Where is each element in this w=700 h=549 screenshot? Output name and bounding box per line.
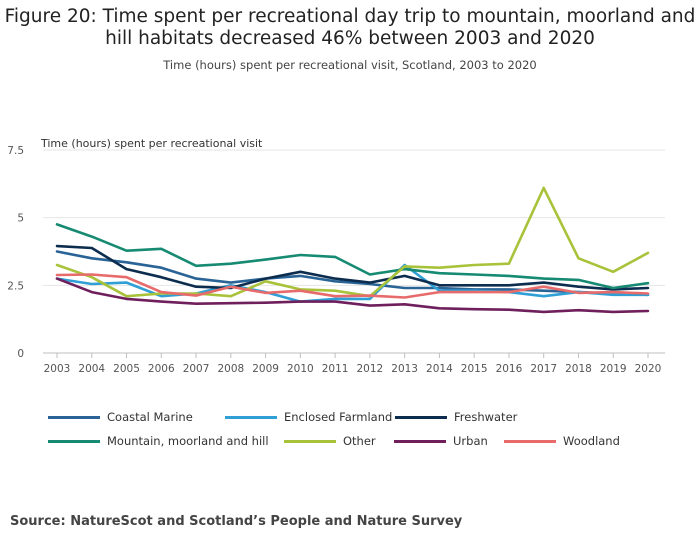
source-note: Source: NatureScot and Scotland’s People… (10, 514, 463, 529)
x-tick-label: 2013 (391, 363, 418, 375)
x-tick-label: 2005 (113, 363, 140, 375)
legend-item-mountain-moorland-and-hill[interactable]: Mountain, moorland and hill (48, 433, 269, 449)
x-tick-label: 2016 (496, 363, 523, 375)
x-tick-label: 2018 (565, 363, 592, 375)
legend-label: Freshwater (454, 410, 518, 424)
x-tick-label: 2008 (217, 363, 244, 375)
y-tick-label: 2.5 (7, 280, 24, 292)
x-tick-label: 2004 (78, 363, 105, 375)
x-tick-label: 2009 (252, 363, 279, 375)
x-tick-label: 2019 (600, 363, 627, 375)
x-tick-label: 2012 (357, 363, 384, 375)
legend-label: Other (343, 434, 376, 448)
series-line-urban (55, 277, 650, 314)
y-tick-label: 0 (17, 348, 24, 360)
y-axis-label: Time (hours) spent per recreational visi… (41, 137, 263, 150)
gridlines (43, 149, 665, 354)
x-tick-label: 2015 (461, 363, 488, 375)
legend-swatch (504, 439, 556, 443)
x-tick-label: 2006 (148, 363, 175, 375)
series-lines (55, 186, 650, 314)
legend-swatch (48, 415, 100, 419)
legend-label: Coastal Marine (107, 410, 193, 424)
legend-item-coastal-marine[interactable]: Coastal Marine (48, 409, 193, 425)
legend-item-woodland[interactable]: Woodland (504, 433, 620, 449)
y-tick-label: 5 (17, 213, 24, 225)
x-tick-label: 2014 (426, 363, 453, 375)
x-tick-label: 2011 (322, 363, 349, 375)
x-tick-label: 2003 (44, 363, 71, 375)
x-tick-label: 2020 (635, 363, 662, 375)
x-tick-label: 2010 (287, 363, 314, 375)
chart-title: Figure 20: Time spent per recreational d… (4, 6, 696, 49)
x-tick-label: 2007 (183, 363, 210, 375)
legend-item-freshwater[interactable]: Freshwater (395, 409, 517, 425)
x-tick-label: 2017 (530, 363, 557, 375)
y-tick-label: 7.5 (7, 145, 24, 157)
series-line-coastal-marine (55, 250, 650, 297)
series-line-other (55, 186, 650, 298)
legend-swatch (48, 439, 100, 443)
series-line-mountain-moorland-and-hill (55, 223, 650, 290)
legend-swatch (225, 415, 277, 419)
legend-label: Urban (453, 434, 488, 448)
legend-item-urban[interactable]: Urban (394, 433, 488, 449)
axes: 0 2.5 5 7.5 2003 2004 2005 2006 2007 2008 2009 2010… (7, 145, 661, 375)
series-line-woodland (55, 273, 650, 299)
series-line-freshwater (55, 244, 650, 291)
legend-label: Woodland (563, 434, 620, 448)
legend-label: Mountain, moorland and hill (107, 434, 269, 448)
chart-subtitle: Time (hours) spent per recreational visi… (163, 58, 537, 72)
legend-swatch (284, 439, 336, 443)
legend-label: Enclosed Farmland (284, 410, 393, 424)
legend-item-enclosed-farmland[interactable]: Enclosed Farmland (225, 409, 392, 425)
legend-swatch (394, 439, 446, 443)
legend-swatch (395, 415, 447, 419)
legend-item-other[interactable]: Other (284, 433, 376, 449)
